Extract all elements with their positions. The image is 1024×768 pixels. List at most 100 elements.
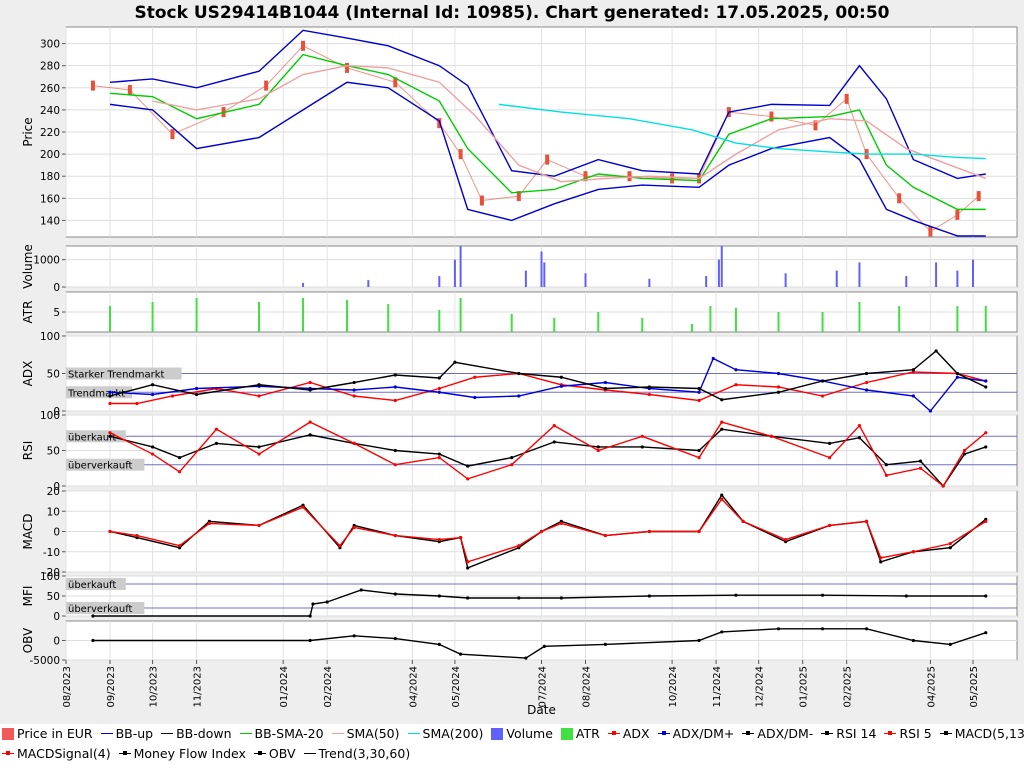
x-tick-label: 05/2025 bbox=[969, 666, 980, 708]
bar bbox=[717, 259, 720, 287]
point bbox=[911, 370, 915, 374]
point bbox=[510, 463, 514, 467]
y-tick-label: 100 bbox=[40, 331, 60, 343]
point bbox=[820, 394, 825, 398]
legend-marker bbox=[303, 753, 316, 754]
point bbox=[697, 386, 701, 391]
point bbox=[352, 380, 356, 385]
x-tick-label: 08/2024 bbox=[582, 666, 593, 708]
y-tick-label: 50 bbox=[47, 369, 60, 381]
point bbox=[466, 477, 470, 481]
bar bbox=[510, 314, 513, 332]
legend-label: RSI 5 bbox=[899, 726, 932, 741]
point bbox=[108, 390, 112, 394]
point bbox=[720, 497, 724, 501]
y-tick-label: 50 bbox=[47, 591, 60, 603]
point bbox=[207, 521, 211, 526]
y-axis-label: RSI bbox=[21, 441, 35, 461]
legend-item: Volume bbox=[491, 726, 553, 741]
point bbox=[108, 529, 112, 534]
series-adx bbox=[110, 371, 986, 405]
bar bbox=[898, 306, 901, 332]
legend-marker bbox=[407, 733, 420, 734]
annotation-bg bbox=[66, 367, 182, 380]
legend-item: ADX/DM+ bbox=[657, 726, 734, 741]
point bbox=[437, 642, 441, 647]
point bbox=[741, 519, 745, 523]
point bbox=[194, 392, 199, 397]
point bbox=[820, 627, 825, 631]
bar bbox=[821, 312, 824, 332]
legend-label: BB-up bbox=[115, 726, 154, 741]
y-tick-label: 1000 bbox=[33, 255, 60, 267]
point bbox=[820, 593, 825, 597]
legend-item: MACDSignal(4) bbox=[2, 746, 111, 761]
point bbox=[697, 456, 701, 460]
bar bbox=[438, 276, 441, 287]
legend-marker bbox=[100, 733, 113, 734]
x-tick-label: 02/2025 bbox=[843, 666, 854, 708]
legend-item: BB-down bbox=[161, 726, 232, 741]
series-adx-dm bbox=[109, 350, 987, 401]
y-tick-label: 200 bbox=[40, 149, 60, 161]
point bbox=[150, 383, 155, 387]
y-tick-label: 240 bbox=[40, 105, 60, 117]
y-tick-label: -5000 bbox=[29, 655, 60, 667]
point bbox=[214, 441, 219, 445]
point bbox=[955, 371, 959, 376]
bar bbox=[109, 306, 112, 332]
x-tick-label: 09/2023 bbox=[106, 666, 117, 708]
bar bbox=[641, 318, 644, 332]
point bbox=[918, 466, 923, 470]
legend-label: BB-down bbox=[176, 726, 232, 741]
y-tick-label: 300 bbox=[40, 39, 60, 51]
point bbox=[820, 379, 825, 383]
legend-marker bbox=[2, 751, 14, 755]
point bbox=[91, 638, 95, 643]
point bbox=[257, 383, 261, 387]
x-tick-label: 07/2024 bbox=[538, 666, 549, 708]
point bbox=[308, 638, 312, 643]
x-tick-label: 08/2023 bbox=[62, 666, 73, 708]
bar bbox=[784, 273, 787, 287]
bar bbox=[367, 280, 370, 287]
point bbox=[308, 388, 312, 392]
point bbox=[458, 535, 463, 540]
legend-item: MACD(5,13) bbox=[939, 726, 1024, 741]
legend-marker bbox=[253, 751, 266, 755]
point bbox=[962, 452, 967, 456]
chart-title: Stock US29414B1044 (Internal Id: 10985).… bbox=[134, 3, 889, 23]
point bbox=[437, 452, 441, 456]
point bbox=[879, 560, 883, 564]
y-tick-label: -10 bbox=[43, 547, 60, 559]
series-price-in-eur bbox=[92, 45, 980, 233]
point bbox=[864, 388, 869, 392]
bar bbox=[459, 246, 462, 287]
point bbox=[325, 600, 329, 604]
point bbox=[884, 473, 889, 477]
point bbox=[150, 452, 155, 456]
point bbox=[911, 368, 915, 372]
bar bbox=[151, 302, 154, 332]
legend-label: SMA(200) bbox=[422, 726, 484, 741]
legend-label: Money Flow Index bbox=[133, 746, 246, 761]
point bbox=[194, 386, 199, 391]
point bbox=[559, 375, 563, 379]
panel-price: 140 160 180 200 220 240 260 280 300 Price bbox=[21, 26, 1018, 238]
annotation-label: überkauft bbox=[68, 580, 116, 591]
point bbox=[720, 427, 724, 431]
legend-marker bbox=[491, 727, 504, 740]
point bbox=[352, 525, 356, 530]
y-tick-label: 0 bbox=[53, 406, 60, 418]
legend-item: ADX/DM- bbox=[742, 726, 813, 741]
point bbox=[904, 594, 908, 598]
point bbox=[552, 440, 556, 444]
legend-marker bbox=[118, 751, 131, 755]
point bbox=[640, 434, 644, 438]
legend-label: SMA(50) bbox=[346, 726, 400, 741]
point bbox=[720, 420, 724, 424]
point bbox=[941, 484, 945, 488]
point bbox=[776, 627, 781, 631]
point bbox=[177, 456, 182, 460]
bar bbox=[648, 278, 651, 287]
